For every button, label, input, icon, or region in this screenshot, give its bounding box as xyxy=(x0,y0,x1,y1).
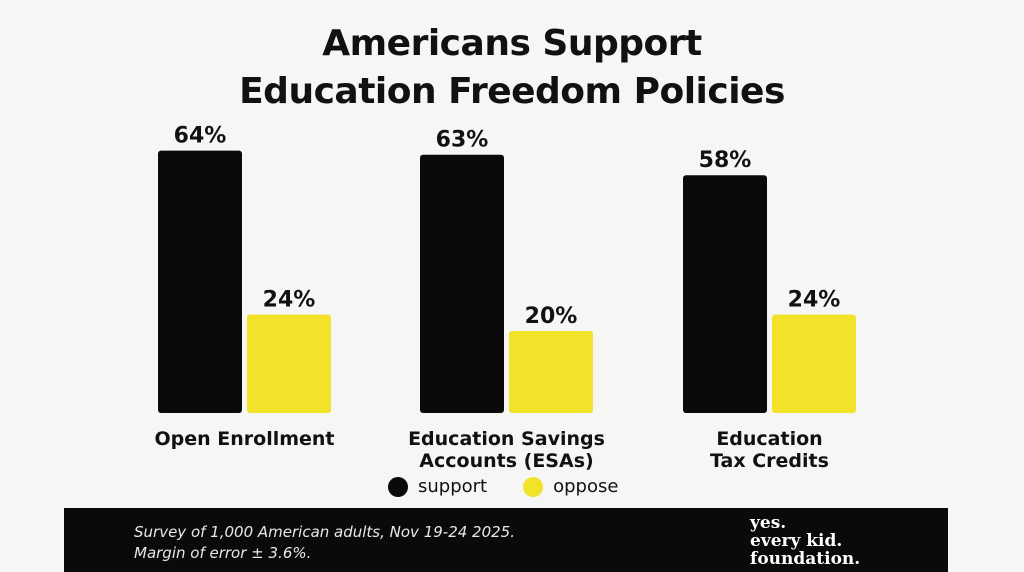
legend-label-oppose: oppose xyxy=(553,476,619,497)
data-label-oppose-3: 24% xyxy=(788,288,841,313)
data-label-support-1: 64% xyxy=(174,124,227,149)
legend: support oppose xyxy=(388,476,654,497)
bar-support-2 xyxy=(420,154,504,413)
category-label-3-line-1: Education xyxy=(716,428,822,450)
chart-title-line-2: Education Freedom Policies xyxy=(239,71,785,112)
chart-title: Americans Support Education Freedom Poli… xyxy=(0,20,1024,116)
bar-oppose-1 xyxy=(247,314,331,413)
foundation-logo: yes. every kid. foundation. xyxy=(750,514,860,568)
data-label-oppose-1: 24% xyxy=(263,288,316,313)
data-label-support-2: 63% xyxy=(436,128,489,153)
category-label-2-line-2: Accounts (ESAs) xyxy=(419,450,593,472)
logo-line-1: yes. xyxy=(750,513,787,533)
legend-item-oppose: oppose xyxy=(523,476,618,497)
data-label-support-3: 58% xyxy=(699,148,752,173)
legend-label-support: support xyxy=(418,476,488,497)
bar-support-3 xyxy=(683,175,767,413)
category-label-3-line-2: Tax Credits xyxy=(710,450,829,472)
footer-bar: Survey of 1,000 American adults, Nov 19-… xyxy=(64,508,948,572)
chart-title-line-1: Americans Support xyxy=(322,23,702,64)
bar-oppose-2 xyxy=(509,331,593,413)
legend-item-support: support xyxy=(388,476,487,497)
legend-swatch-oppose xyxy=(523,476,544,497)
survey-note: Survey of 1,000 American adults, Nov 19-… xyxy=(134,522,515,564)
legend-swatch-support xyxy=(388,476,408,497)
category-label-1-line-1: Open Enrollment xyxy=(154,428,334,450)
bar-oppose-3 xyxy=(772,314,856,413)
survey-note-line-1: Survey of 1,000 American adults, Nov 19-… xyxy=(134,523,515,541)
survey-note-line-2: Margin of error ± 3.6%. xyxy=(134,544,312,562)
logo-line-3: foundation. xyxy=(750,549,861,569)
bar-support-1 xyxy=(158,150,242,413)
category-label-2-line-1: Education Savings xyxy=(408,428,605,450)
data-label-oppose-2: 20% xyxy=(525,304,578,329)
logo-line-2: every kid. xyxy=(750,531,843,551)
